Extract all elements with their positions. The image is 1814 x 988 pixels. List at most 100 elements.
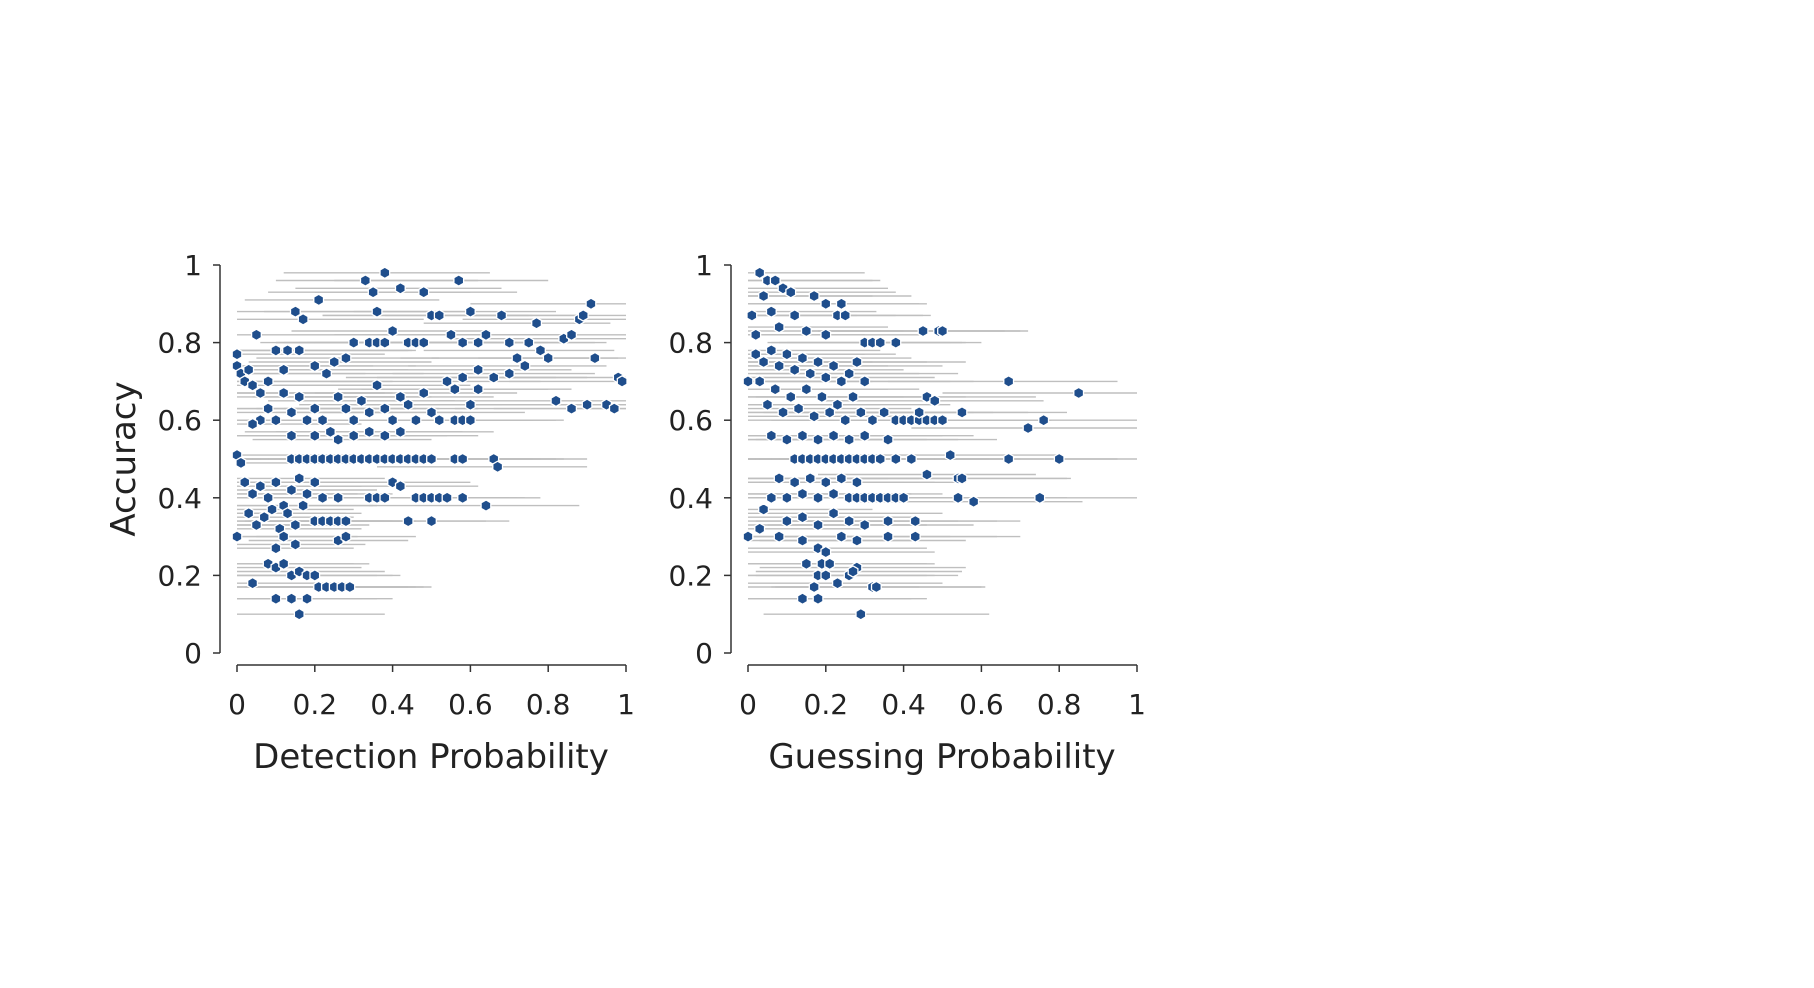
data-point: [839, 309, 851, 322]
data-point: [379, 266, 391, 280]
data-point: [765, 429, 777, 443]
data-point: [457, 336, 469, 349]
data-point: [247, 378, 259, 392]
data-point: [453, 274, 465, 287]
data-point: [301, 487, 313, 501]
data-point: [796, 487, 808, 501]
data-point: [765, 305, 777, 318]
y-tick-label: 0: [695, 637, 713, 670]
data-points: [231, 266, 628, 621]
data-point: [239, 475, 251, 489]
data-point: [503, 367, 515, 380]
data-point: [464, 305, 476, 318]
data-point: [789, 475, 801, 489]
data-point: [796, 351, 808, 365]
x-ticks: 0 0.2 0.4 0.6 0.8 1: [228, 665, 635, 721]
data-point: [1038, 413, 1050, 427]
data-point: [402, 514, 414, 528]
data-point: [332, 433, 344, 446]
data-point: [808, 289, 820, 303]
data-point: [285, 429, 297, 443]
data-point: [796, 429, 808, 443]
data-point: [831, 576, 843, 590]
data-point: [367, 285, 379, 299]
data-point: [859, 518, 871, 532]
data-point: [278, 386, 290, 400]
data-point: [1034, 491, 1046, 505]
data-point: [235, 456, 247, 470]
data-point: [340, 530, 352, 543]
data-point: [550, 394, 562, 408]
data-point: [874, 452, 886, 466]
data-point: [293, 390, 305, 404]
data-point: [320, 367, 332, 380]
data-point: [511, 351, 523, 365]
x-tick-label: 0.2: [293, 688, 338, 721]
data-point: [750, 328, 762, 342]
data-point: [309, 402, 321, 415]
y-tick-label: 1: [184, 249, 202, 282]
data-point: [464, 398, 476, 412]
data-point: [418, 336, 430, 349]
data-point: [348, 429, 360, 443]
y-tick-label: 0.4: [668, 482, 713, 515]
data-point: [761, 398, 773, 412]
data-point: [285, 592, 297, 606]
data-point: [796, 534, 808, 547]
data-point: [937, 413, 948, 427]
data-point: [301, 413, 313, 427]
data-point: [266, 503, 278, 516]
y-tick-label: 0.2: [668, 559, 713, 592]
data-point: [804, 472, 816, 485]
data-point: [839, 413, 851, 427]
data-point: [289, 538, 301, 551]
data-point: [952, 491, 964, 505]
data-point: [523, 336, 535, 349]
data-point: [1053, 452, 1065, 466]
data-point: [870, 580, 882, 594]
data-point: [472, 336, 484, 349]
data-point: [793, 402, 805, 415]
data-point: [457, 371, 469, 384]
data-point: [882, 530, 894, 543]
data-point: [285, 406, 297, 419]
data-point: [394, 281, 406, 295]
x-tick-label: 0.4: [881, 688, 926, 721]
data-point: [317, 491, 329, 505]
data-point: [851, 534, 863, 547]
data-point: [464, 413, 476, 427]
x-tick-label: 1: [1128, 688, 1146, 721]
data-point: [835, 530, 847, 543]
data-point: [785, 390, 797, 404]
data-point: [812, 491, 824, 505]
data-point: [289, 305, 301, 318]
data-point: [742, 530, 754, 543]
data-point: [742, 375, 754, 388]
data-point: [843, 367, 855, 380]
x-ticks: 0 0.2 0.4 0.6 0.8 1: [739, 665, 1146, 721]
data-point: [301, 592, 313, 606]
data-point: [843, 514, 855, 528]
data-point: [765, 491, 777, 505]
data-point: [379, 402, 391, 415]
data-point: [816, 390, 828, 404]
data-point: [1003, 452, 1015, 466]
data-point: [796, 592, 808, 606]
data-point: [542, 351, 554, 365]
data-point: [820, 569, 832, 582]
data-point: [449, 382, 461, 396]
data-point: [898, 491, 910, 505]
data-point: [812, 355, 824, 369]
data-point: [278, 363, 290, 377]
data-point: [262, 491, 274, 505]
data-point: [363, 425, 375, 439]
data-point: [340, 351, 352, 365]
data-point: [254, 479, 266, 493]
data-point: [937, 324, 948, 338]
data-point: [492, 460, 504, 474]
y-ticks: 0 0.2 0.4 0.6 0.8 1: [668, 249, 731, 670]
data-point: [773, 472, 785, 485]
y-tick-label: 0.6: [157, 404, 202, 437]
data-point: [313, 293, 325, 307]
data-point: [847, 565, 859, 578]
